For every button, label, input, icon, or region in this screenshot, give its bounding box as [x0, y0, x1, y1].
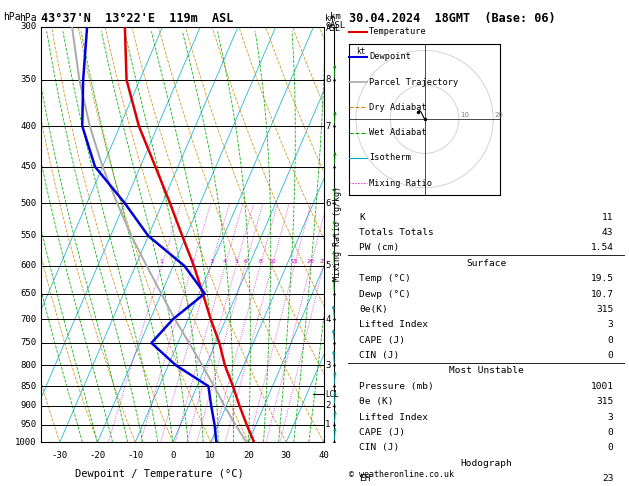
Text: 0: 0	[608, 428, 613, 437]
Text: 8: 8	[259, 259, 262, 264]
Text: 6: 6	[243, 259, 247, 264]
Text: kt: kt	[356, 47, 365, 56]
Text: 3: 3	[608, 413, 613, 421]
Text: 300: 300	[21, 22, 36, 31]
Text: 500: 500	[21, 199, 36, 208]
Text: 30.04.2024  18GMT  (Base: 06): 30.04.2024 18GMT (Base: 06)	[349, 12, 555, 25]
Text: 25: 25	[320, 259, 328, 264]
Text: ASL: ASL	[325, 24, 340, 33]
Text: 0: 0	[608, 443, 613, 452]
Text: Dewpoint / Temperature (°C): Dewpoint / Temperature (°C)	[75, 469, 244, 479]
Text: 2: 2	[325, 401, 331, 410]
Text: 1.54: 1.54	[591, 243, 613, 253]
Text: 43°37'N  13°22'E  119m  ASL: 43°37'N 13°22'E 119m ASL	[41, 12, 233, 25]
Text: 5: 5	[325, 261, 331, 270]
Text: 4: 4	[325, 314, 331, 324]
Text: 315: 315	[596, 305, 613, 314]
Text: 43: 43	[602, 228, 613, 237]
Text: 600: 600	[21, 261, 36, 270]
Text: 20: 20	[307, 259, 314, 264]
Text: CIN (J): CIN (J)	[359, 443, 399, 452]
Text: 5: 5	[234, 259, 238, 264]
Text: 3: 3	[325, 361, 331, 370]
Text: 800: 800	[21, 361, 36, 370]
Text: 315: 315	[596, 397, 613, 406]
Text: 40: 40	[318, 451, 330, 460]
Text: 19.5: 19.5	[591, 274, 613, 283]
Text: Dewpoint: Dewpoint	[369, 52, 411, 61]
Text: 0: 0	[170, 451, 175, 460]
Text: 1000: 1000	[15, 438, 36, 447]
Text: 10.7: 10.7	[591, 290, 613, 298]
Text: km: km	[325, 14, 335, 22]
Text: Pressure (mb): Pressure (mb)	[359, 382, 433, 391]
Text: 1: 1	[325, 420, 331, 429]
Text: 950: 950	[21, 420, 36, 429]
Text: 1001: 1001	[591, 382, 613, 391]
Text: 15: 15	[291, 259, 298, 264]
Text: 10: 10	[268, 259, 276, 264]
Text: 7: 7	[325, 122, 331, 131]
Text: 350: 350	[21, 75, 36, 85]
Text: 6: 6	[325, 199, 331, 208]
Text: Most Unstable: Most Unstable	[449, 366, 523, 375]
Text: Mixing Ratio (g/kg): Mixing Ratio (g/kg)	[333, 186, 342, 281]
Text: 400: 400	[21, 122, 36, 131]
Text: Temp (°C): Temp (°C)	[359, 274, 411, 283]
Text: 900: 900	[21, 401, 36, 410]
Text: K: K	[359, 213, 365, 222]
Text: -10: -10	[127, 451, 143, 460]
Text: CIN (J): CIN (J)	[359, 351, 399, 360]
Text: 750: 750	[21, 338, 36, 347]
Text: PW (cm): PW (cm)	[359, 243, 399, 253]
Text: 10: 10	[205, 451, 216, 460]
Text: Isotherm: Isotherm	[369, 154, 411, 162]
Text: 4: 4	[223, 259, 227, 264]
Text: © weatheronline.co.uk: © weatheronline.co.uk	[349, 469, 454, 479]
Text: 11: 11	[602, 213, 613, 222]
Text: θe (K): θe (K)	[359, 397, 393, 406]
Text: Mixing Ratio: Mixing Ratio	[369, 179, 432, 188]
Text: Parcel Trajectory: Parcel Trajectory	[369, 78, 459, 87]
Text: 3: 3	[608, 320, 613, 330]
Text: Dewp (°C): Dewp (°C)	[359, 290, 411, 298]
Text: hPa: hPa	[19, 13, 36, 22]
Text: -20: -20	[89, 451, 106, 460]
Text: ASL: ASL	[330, 21, 347, 30]
Text: 3: 3	[209, 259, 213, 264]
Text: 10: 10	[460, 112, 469, 119]
Text: 9: 9	[325, 22, 331, 31]
Text: CAPE (J): CAPE (J)	[359, 428, 405, 437]
Text: LCL: LCL	[325, 390, 339, 399]
Text: 700: 700	[21, 314, 36, 324]
Text: -30: -30	[52, 451, 68, 460]
Text: 8: 8	[325, 75, 331, 85]
Text: hPa: hPa	[3, 12, 21, 22]
Text: 30: 30	[281, 451, 292, 460]
Text: Lifted Index: Lifted Index	[359, 320, 428, 330]
Text: Totals Totals: Totals Totals	[359, 228, 433, 237]
Text: Temperature: Temperature	[369, 27, 427, 36]
Text: km: km	[330, 12, 341, 21]
Text: 23: 23	[602, 474, 613, 483]
Text: Dry Adiabat: Dry Adiabat	[369, 103, 427, 112]
Text: Surface: Surface	[466, 259, 506, 268]
Text: 450: 450	[21, 162, 36, 171]
Text: 650: 650	[21, 289, 36, 298]
Text: Lifted Index: Lifted Index	[359, 413, 428, 421]
Text: 2: 2	[190, 259, 194, 264]
Text: EH: EH	[359, 474, 370, 483]
Text: 550: 550	[21, 231, 36, 241]
Text: θe(K): θe(K)	[359, 305, 387, 314]
Text: 20: 20	[494, 112, 503, 119]
Text: CAPE (J): CAPE (J)	[359, 336, 405, 345]
Text: Hodograph: Hodograph	[460, 459, 512, 468]
Text: 0: 0	[608, 336, 613, 345]
Text: 20: 20	[243, 451, 254, 460]
Text: 850: 850	[21, 382, 36, 391]
Text: 1: 1	[160, 259, 164, 264]
Text: Wet Adiabat: Wet Adiabat	[369, 128, 427, 137]
Text: 0: 0	[608, 351, 613, 360]
